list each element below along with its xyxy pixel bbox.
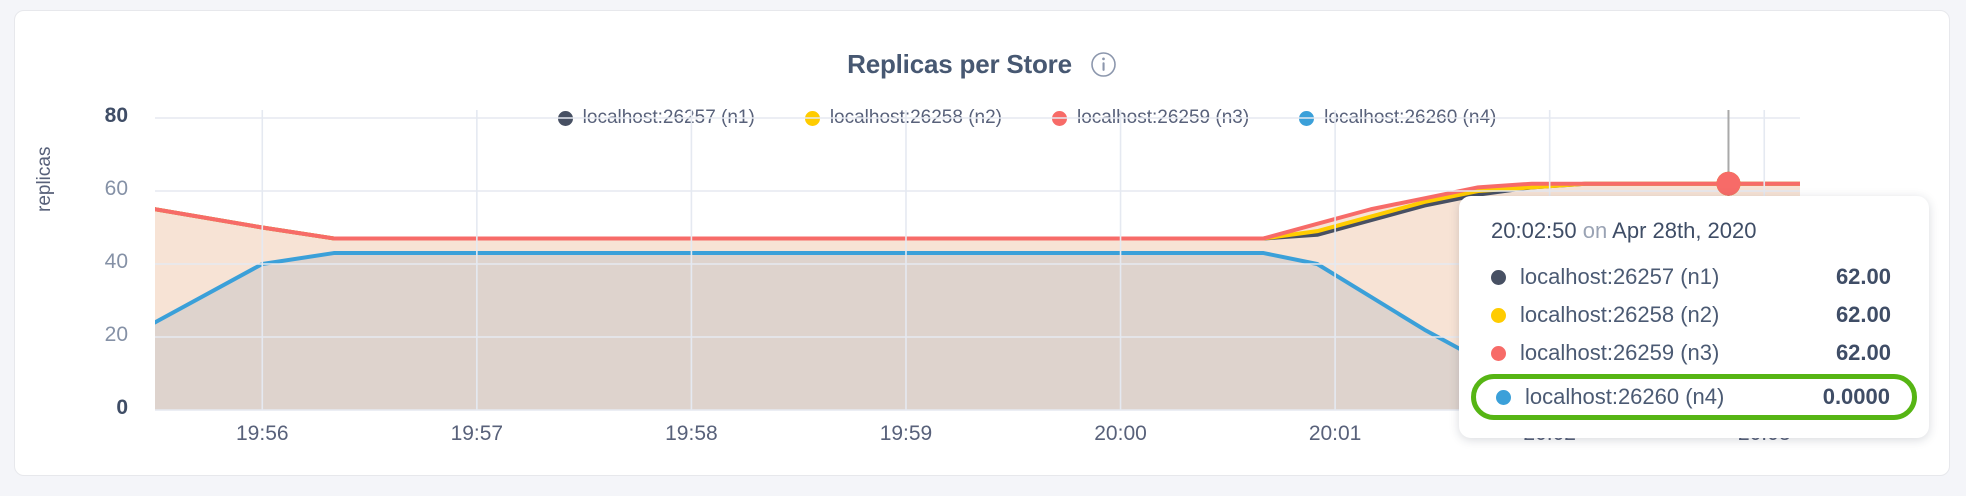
chart-header: Replicas per Store [15,49,1949,80]
tooltip-series-value: 62.00 [1835,302,1891,327]
tooltip-color-dot [1491,269,1506,285]
hover-tooltip: 20:02:50 on Apr 28th, 2020 localhost:262… [1459,196,1929,438]
legend-item[interactable]: localhost:26257 (n1) [557,107,755,129]
tooltip-row: localhost:26257 (n1) 62.00 [1459,258,1929,296]
tooltip-color-dot [1496,389,1511,405]
tooltip-row-highlighted: localhost:26260 (n4) 0.0000 [1471,374,1917,420]
tooltip-on-word: on [1582,218,1608,243]
tooltip-row: localhost:26259 (n3) 62.00 [1459,334,1929,372]
legend-item[interactable]: localhost:26260 (n4) [1299,107,1496,129]
info-circle-icon[interactable] [1090,51,1117,78]
chart-legend: localhost:26257 (n1) localhost:26258 (n2)… [15,107,1949,129]
tooltip-series-label: localhost:26257 (n1) [1520,264,1720,289]
legend-color-dot [1052,110,1067,126]
legend-color-dot [1299,110,1315,126]
legend-item[interactable]: localhost:26258 (n2) [804,107,1002,129]
legend-color-dot [804,110,820,126]
legend-item-label: localhost:26260 (n4) [1324,107,1497,128]
tooltip-series-value: 62.00 [1835,264,1891,289]
tooltip-row: localhost:26258 (n2) 62.00 [1459,296,1929,334]
legend-item-label: localhost:26257 (n1) [582,107,755,128]
tooltip-series-label: localhost:26260 (n4) [1525,384,1725,409]
legend-color-dot [557,110,573,126]
tooltip-series-label: localhost:26259 (n3) [1520,340,1720,365]
legend-item-label: localhost:26258 (n2) [829,107,1002,128]
page-title: Replicas per Store [847,49,1072,79]
tooltip-series-label: localhost:26258 (n2) [1520,302,1720,327]
tooltip-timestamp: 20:02:50 on Apr 28th, 2020 [1459,212,1929,258]
tooltip-color-dot [1491,307,1506,323]
tooltip-color-dot [1491,345,1506,361]
tooltip-time: 20:02:50 [1491,218,1577,243]
tooltip-date: Apr 28th, 2020 [1612,218,1757,243]
legend-item-label: localhost:26259 (n3) [1077,107,1250,128]
tooltip-series-value: 0.0000 [1822,384,1890,409]
tooltip-series-value: 62.00 [1835,340,1891,365]
legend-item[interactable]: localhost:26259 (n3) [1052,107,1249,129]
